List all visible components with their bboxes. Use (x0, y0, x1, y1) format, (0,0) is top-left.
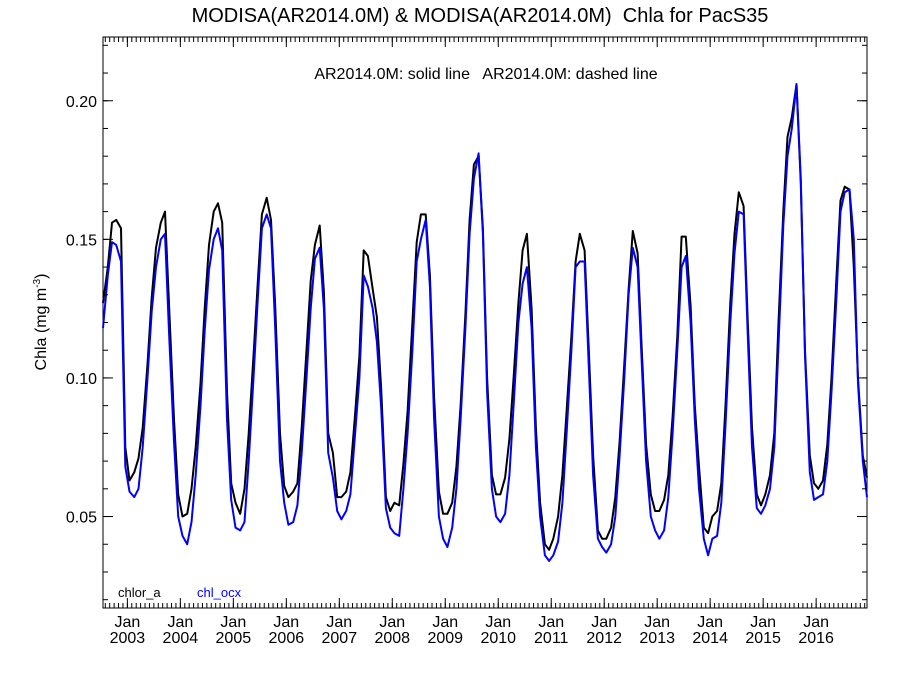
x-tick-label-year: 2007 (322, 630, 358, 647)
chart-subtitle: AR2014.0M: solid line AR2014.0M: dashed … (314, 66, 657, 83)
x-tick-label-year: 2006 (269, 630, 305, 647)
x-tick-label-month: Jan (538, 614, 564, 631)
y-tick-label: 0.05 (66, 510, 97, 527)
y-axis-label-superscript: -3 (32, 278, 43, 287)
x-tick-label-year: 2016 (798, 630, 834, 647)
y-axis-label: Chla (mg m-3) (32, 274, 50, 371)
x-tick-label-month: Jan (167, 614, 193, 631)
x-tick-label-month: Jan (485, 614, 511, 631)
x-tick-label-year: 2012 (586, 630, 622, 647)
x-tick-label-year: 2013 (639, 630, 675, 647)
y-tick-label: 0.20 (66, 94, 97, 111)
x-tick-label-month: Jan (644, 614, 670, 631)
x-tick-label-month: Jan (273, 614, 299, 631)
series-layer (102, 83, 868, 562)
x-tick-label-month: Jan (220, 614, 246, 631)
x-tick-label-month: Jan (379, 614, 405, 631)
x-tick-label-month: Jan (114, 614, 140, 631)
x-tick-label-year: 2003 (110, 630, 146, 647)
x-tick-label-year: 2005 (216, 630, 252, 647)
x-tick-label-year: 2004 (163, 630, 199, 647)
chart-title: MODISA(AR2014.0M) & MODISA(AR2014.0M) Ch… (192, 5, 769, 27)
y-axis-label-end: ) (33, 274, 50, 279)
x-tick-label-month: Jan (326, 614, 352, 631)
x-tick-label-year: 2014 (692, 630, 728, 647)
legend-chl-ocx: chl_ocx (197, 585, 242, 600)
series-line-chl-ocx (102, 83, 868, 562)
plot-area (102, 36, 868, 609)
legend-chlor-a: chlor_a (118, 585, 161, 600)
tick-layer (103, 37, 867, 608)
y-axis-label-main: Chla (mg m (33, 288, 50, 371)
x-tick-label-month: Jan (803, 614, 829, 631)
x-tick-label-year: 2008 (374, 630, 410, 647)
x-tick-label-month: Jan (697, 614, 723, 631)
x-tick-label-month: Jan (591, 614, 617, 631)
x-tick-label-year: 2015 (745, 630, 781, 647)
x-tick-label-month: Jan (750, 614, 776, 631)
x-tick-labels: Jan2003Jan2004Jan2005Jan2006Jan2007Jan20… (110, 614, 834, 647)
y-tick-label: 0.10 (66, 371, 97, 388)
x-tick-label-year: 2009 (427, 630, 463, 647)
x-tick-label-year: 2011 (534, 630, 569, 647)
y-tick-labels: 0.05 0.10 0.15 0.20 (66, 94, 97, 527)
x-tick-label-year: 2010 (480, 630, 516, 647)
y-tick-label: 0.15 (66, 232, 97, 249)
x-tick-label-month: Jan (432, 614, 458, 631)
